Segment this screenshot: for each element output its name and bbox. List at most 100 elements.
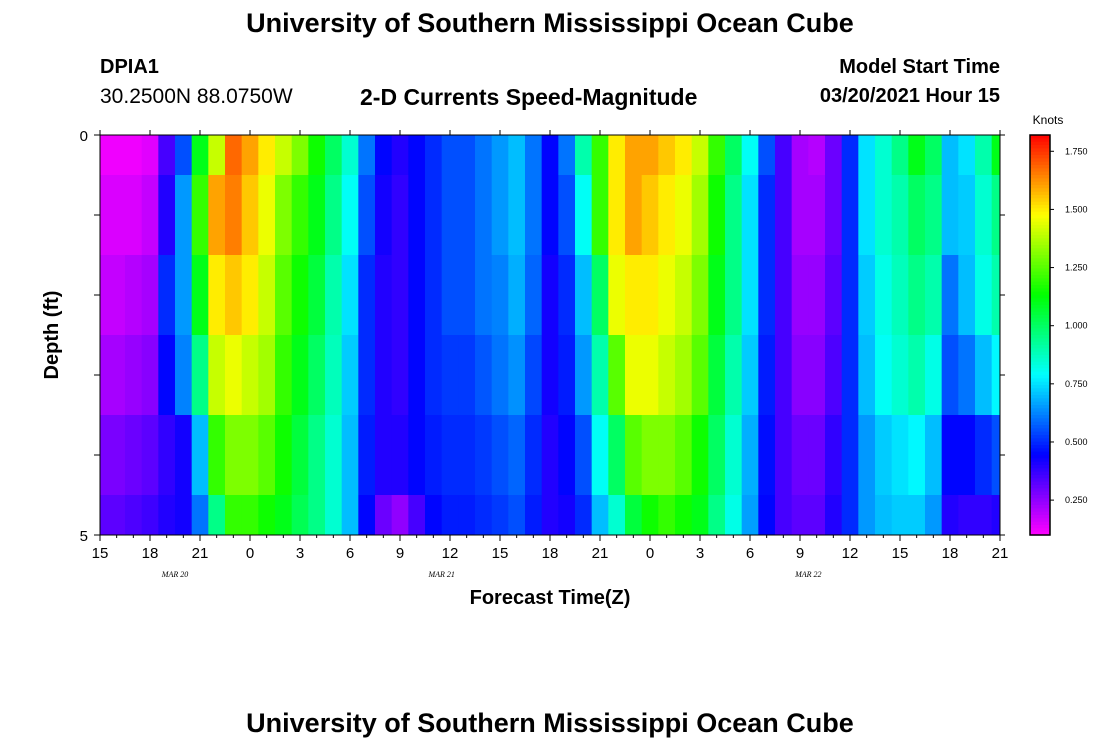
heatmap-cell [441, 255, 459, 335]
heatmap-cell [291, 255, 309, 335]
heatmap-cell [941, 335, 959, 415]
colorbar-swatch [1030, 428, 1050, 433]
heatmap-cell [475, 255, 493, 335]
heatmap-cell [358, 175, 376, 255]
x-tick-label: 3 [696, 545, 704, 562]
colorbar-swatch [1030, 445, 1050, 449]
heatmap-cell [541, 135, 559, 175]
heatmap-cell [541, 495, 559, 535]
heatmap-cell [441, 415, 459, 495]
colorbar-swatch [1030, 355, 1050, 359]
colorbar-swatch [1030, 245, 1050, 249]
heatmap-cell [358, 335, 376, 415]
heatmap-cell [691, 335, 709, 415]
colorbar-swatch [1030, 398, 1050, 403]
colorbar-swatch [1030, 508, 1050, 513]
colorbar-swatch [1030, 271, 1050, 276]
heatmap-cell [375, 335, 393, 415]
heatmap-cell [708, 495, 726, 535]
heatmap-cell [741, 135, 759, 175]
heatmap-cell [275, 335, 293, 415]
heatmap-cell [475, 495, 493, 535]
heatmap-cell [858, 495, 876, 535]
heatmap-cell [958, 255, 976, 335]
x-tick-label: 6 [346, 545, 354, 562]
heatmap-cell [891, 495, 909, 535]
heatmap-cell [241, 415, 259, 495]
heatmap-cell [975, 255, 993, 335]
heatmap-cell [575, 175, 593, 255]
heatmap-cell [508, 175, 526, 255]
heatmap-cell [575, 495, 593, 535]
heatmap-cell [208, 175, 226, 255]
x-tick-label: 12 [442, 545, 459, 562]
heatmap-cell [758, 135, 776, 175]
heatmap-cell [625, 175, 643, 255]
heatmap-cell [791, 135, 809, 175]
heatmap-cell [125, 495, 143, 535]
heatmap-cell [725, 335, 743, 415]
x-tick-label: 18 [142, 545, 159, 562]
colorbar-swatch [1030, 418, 1050, 423]
colorbar-swatch [1030, 168, 1050, 173]
colorbar-swatch [1030, 381, 1050, 386]
heatmap-cell [291, 175, 309, 255]
heatmap-cell [100, 175, 109, 255]
colorbar-swatch [1030, 158, 1050, 163]
heatmap-cell [275, 175, 293, 255]
x-tick-label: 0 [246, 545, 254, 562]
colorbar-swatch [1030, 298, 1050, 303]
colorbar-swatch [1030, 238, 1050, 243]
colorbar-tick-label: 0.500 [1065, 437, 1088, 447]
colorbar-swatch [1030, 231, 1050, 236]
heatmap-cell [391, 495, 409, 535]
heatmap-cell [208, 495, 226, 535]
colorbar-tick-label: 1.500 [1065, 204, 1088, 214]
heatmap-cell [975, 495, 993, 535]
heatmap-cell [100, 335, 109, 415]
heatmap-cell [308, 255, 326, 335]
heatmap-cell [875, 135, 893, 175]
heatmap-cell [225, 175, 243, 255]
heatmap-cell [141, 495, 159, 535]
heatmap-cell [558, 255, 576, 335]
y-tick-label: 0 [80, 128, 88, 145]
colorbar-tick-label: 0.750 [1065, 379, 1088, 389]
colorbar-tick-label: 1.250 [1065, 263, 1088, 273]
heatmap-cell [975, 335, 993, 415]
colorbar-swatch [1030, 198, 1050, 203]
colorbar-swatch [1030, 285, 1050, 289]
heatmap-cell [875, 415, 893, 495]
heatmap-cell [908, 175, 926, 255]
colorbar-swatch [1030, 465, 1050, 469]
heatmap-cell [325, 135, 343, 175]
colorbar-swatch [1030, 431, 1050, 436]
heatmap-cell [741, 415, 759, 495]
heatmap-cell [675, 335, 693, 415]
heatmap-cell [341, 255, 359, 335]
heatmap-cell [391, 335, 409, 415]
heatmap-cell [191, 415, 209, 495]
heatmap-cell [541, 175, 559, 255]
colorbar-label: Knots [1033, 113, 1064, 127]
station-id: DPIA1 [100, 56, 159, 78]
heatmap-cell [558, 135, 576, 175]
colorbar-swatch [1030, 258, 1050, 263]
heatmap-cell [941, 415, 959, 495]
heatmap-cell [991, 135, 1001, 175]
heatmap-cell [841, 135, 859, 175]
heatmap-cell [291, 415, 309, 495]
heatmap-cell [825, 415, 843, 495]
heatmap-cell [708, 415, 726, 495]
heatmap-cell [858, 255, 876, 335]
heatmap-cell [558, 415, 576, 495]
heatmap-cell [658, 495, 676, 535]
heatmap-cell [575, 255, 593, 335]
heatmap-cell [291, 495, 309, 535]
colorbar-swatch [1030, 518, 1050, 523]
heatmap-cell [791, 335, 809, 415]
heatmap-cell [308, 135, 326, 175]
heatmap-cell [191, 335, 209, 415]
colorbar-tick-label: 1.000 [1065, 321, 1088, 331]
heatmap-cell [575, 135, 593, 175]
